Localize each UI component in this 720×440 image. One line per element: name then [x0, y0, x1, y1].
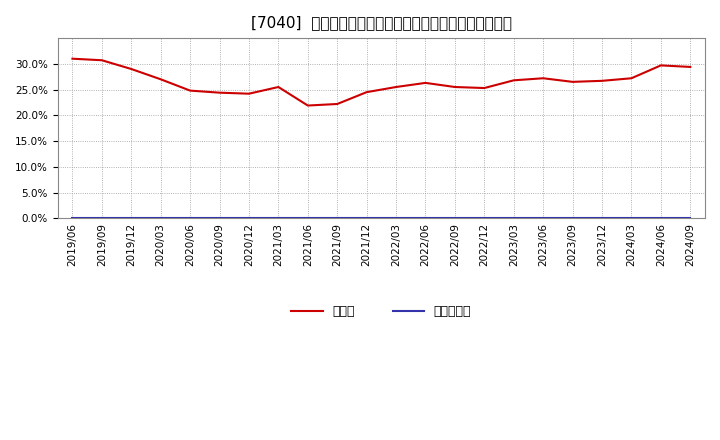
有利子負債	[598, 216, 606, 221]
現預金	[304, 103, 312, 108]
現預金	[598, 78, 606, 84]
有利子負債	[657, 216, 665, 221]
現預金	[627, 76, 636, 81]
現預金	[97, 58, 106, 63]
有利子負債	[186, 216, 194, 221]
有利子負債	[510, 216, 518, 221]
現預金	[274, 84, 283, 90]
現預金	[333, 101, 341, 106]
有利子負債	[392, 216, 400, 221]
有利子負債	[97, 216, 106, 221]
有利子負債	[68, 216, 77, 221]
有利子負債	[274, 216, 283, 221]
現預金	[245, 91, 253, 96]
現預金	[539, 76, 547, 81]
有利子負債	[156, 216, 165, 221]
有利子負債	[245, 216, 253, 221]
有利子負債	[568, 216, 577, 221]
現預金	[156, 77, 165, 82]
有利子負債	[627, 216, 636, 221]
Line: 現預金: 現預金	[73, 59, 690, 106]
現預金	[568, 79, 577, 84]
有利子負債	[451, 216, 459, 221]
Legend: 現預金, 有利子負債: 現預金, 有利子負債	[287, 300, 477, 323]
現預金	[657, 63, 665, 68]
有利子負債	[127, 216, 135, 221]
現預金	[451, 84, 459, 90]
現預金	[127, 66, 135, 72]
現預金	[480, 85, 489, 91]
有利子負債	[215, 216, 224, 221]
現預金	[186, 88, 194, 93]
現預金	[392, 84, 400, 90]
現預金	[362, 89, 371, 95]
有利子負債	[539, 216, 547, 221]
有利子負債	[480, 216, 489, 221]
有利子負債	[686, 216, 695, 221]
有利子負債	[421, 216, 430, 221]
現預金	[215, 90, 224, 95]
現預金	[68, 56, 77, 61]
現預金	[686, 64, 695, 70]
有利子負債	[333, 216, 341, 221]
現預金	[510, 78, 518, 83]
有利子負債	[304, 216, 312, 221]
Title: [7040]  現預金、有利子負債の総資産に対する比率の推移: [7040] 現預金、有利子負債の総資産に対する比率の推移	[251, 15, 512, 30]
有利子負債	[362, 216, 371, 221]
現預金	[421, 80, 430, 85]
